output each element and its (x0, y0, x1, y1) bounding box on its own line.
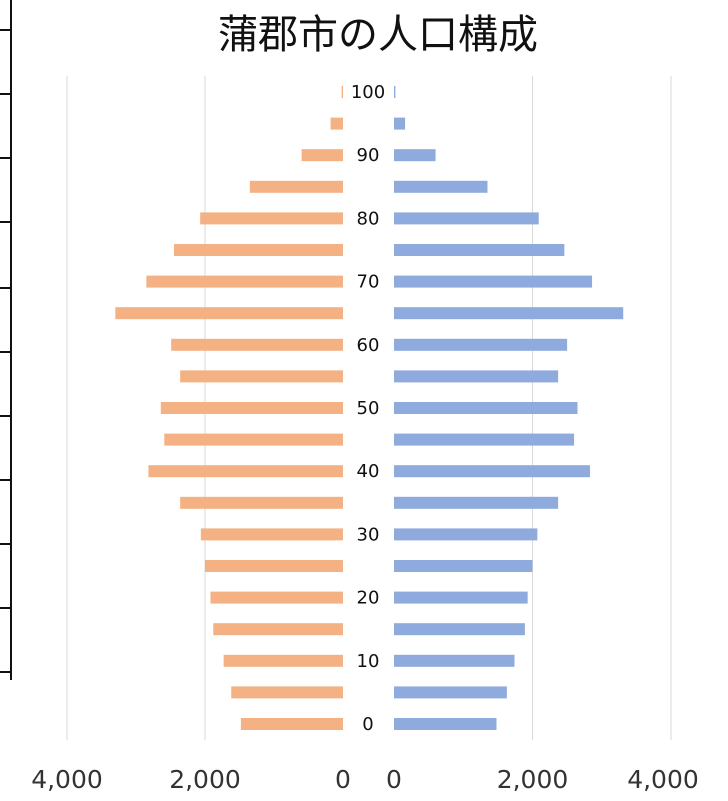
bar-left-10 (223, 654, 343, 667)
bar-right-0 (394, 718, 497, 730)
age-label-80: 80 (357, 208, 380, 229)
bar-left-60 (171, 338, 343, 351)
bar-right-80 (394, 212, 539, 225)
bar-left-100 (341, 86, 343, 98)
age-label-90: 90 (357, 145, 380, 166)
bars (115, 86, 624, 730)
x-axis-ticks: 4,000 2,000 0 0 2,000 4,000 (31, 765, 699, 794)
bar-left-5 (231, 686, 343, 699)
bar-right-30 (394, 528, 538, 541)
bar-right-85 (394, 180, 488, 193)
bar-right-5 (394, 686, 507, 699)
age-label-70: 70 (357, 272, 380, 293)
bar-left-65 (115, 307, 343, 320)
bar-right-35 (394, 496, 559, 509)
age-label-50: 50 (357, 398, 380, 419)
bar-left-30 (200, 528, 343, 541)
bar-left-85 (249, 180, 343, 193)
age-label-20: 20 (357, 588, 380, 609)
bar-right-100 (394, 86, 396, 98)
age-label-30: 30 (357, 524, 380, 545)
bar-left-70 (146, 275, 343, 288)
age-label-100: 100 (351, 82, 385, 103)
chart-title: 蒲郡市の人口構成 (218, 12, 538, 58)
bar-left-15 (213, 623, 343, 636)
bar-right-70 (394, 275, 593, 288)
x-tick-right: 0 (386, 765, 402, 794)
bar-left-40 (148, 465, 343, 478)
bar-right-20 (394, 591, 528, 604)
bar-left-95 (330, 117, 343, 130)
x-tick-right: 4,000 (627, 765, 699, 794)
bar-left-80 (200, 212, 343, 225)
x-tick-right: 2,000 (497, 765, 569, 794)
bar-right-45 (394, 433, 575, 446)
bar-right-10 (394, 654, 515, 667)
bar-left-25 (205, 560, 343, 572)
bar-right-90 (394, 149, 436, 162)
x-tick-left: 0 (335, 765, 351, 794)
bar-left-45 (164, 433, 343, 446)
bar-left-90 (301, 149, 343, 162)
background-table-fragment (0, 0, 12, 680)
age-labels: 0 10 20 30 40 50 60 70 80 90 100 (351, 82, 385, 735)
bar-left-75 (173, 244, 343, 256)
age-label-10: 10 (357, 651, 380, 672)
bar-left-50 (160, 402, 343, 414)
bar-right-55 (394, 370, 559, 383)
bar-left-0 (240, 718, 343, 730)
x-tick-left: 4,000 (31, 765, 103, 794)
bar-right-60 (394, 338, 568, 351)
age-label-40: 40 (357, 461, 380, 482)
bar-left-55 (180, 370, 343, 383)
bar-right-75 (394, 244, 565, 256)
age-label-60: 60 (357, 335, 380, 356)
age-label-0: 0 (362, 714, 373, 735)
bar-left-35 (180, 496, 343, 509)
bar-right-50 (394, 402, 578, 414)
bar-right-95 (394, 117, 406, 130)
bar-right-25 (394, 560, 533, 572)
bar-right-40 (394, 465, 590, 478)
bar-right-15 (394, 623, 525, 636)
bar-left-20 (210, 591, 343, 604)
x-tick-left: 2,000 (169, 765, 241, 794)
bar-right-65 (394, 307, 624, 320)
